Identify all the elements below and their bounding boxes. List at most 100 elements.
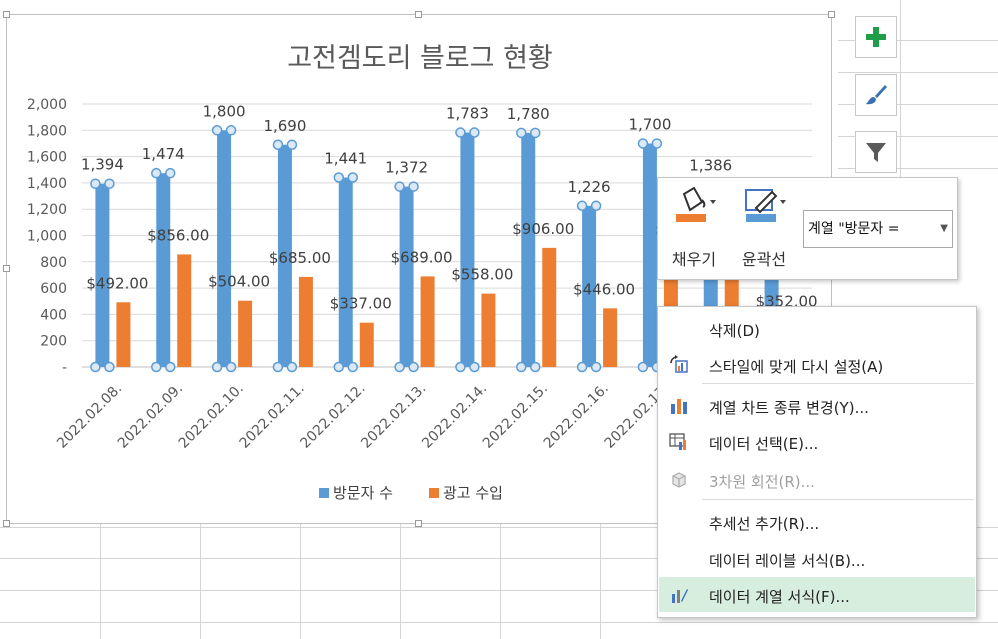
y-tick-label: 1,600	[27, 150, 67, 166]
selection-handle	[637, 138, 649, 149]
selection-handle	[455, 127, 466, 138]
menu-item-delete[interactable]: 삭제(D)	[709, 322, 760, 340]
chart-elements-button[interactable]	[855, 16, 897, 58]
data-label-ad-revenue: $446.00	[573, 280, 635, 298]
bar-visitors	[521, 132, 536, 367]
bar-visitors	[338, 177, 353, 367]
y-tick-label: 1,400	[27, 176, 67, 192]
selection-handle	[394, 181, 405, 192]
menu-item-3d-rotation: 3차원 회전(R)...	[659, 462, 975, 497]
bar-ad-revenue	[359, 322, 374, 367]
selection-handle	[408, 181, 419, 192]
y-tick-label: 1,000	[27, 229, 67, 245]
chart-area[interactable]: 고전겜도리 블로그 현황 - 200 400 600 800 1,000 1,200 1,400…	[6, 14, 832, 524]
data-label-ad-revenue: $504.00	[208, 273, 270, 291]
menu-item-format-data-series[interactable]: 데이터 계열 서식(F)...	[659, 577, 975, 612]
chart-styles-button[interactable]	[855, 74, 897, 116]
selection-handle	[516, 361, 527, 373]
chart-title: 고전겜도리 블로그 현황	[287, 43, 553, 74]
reset-style-icon	[670, 355, 688, 373]
selection-handle	[225, 125, 237, 136]
bar-ad-revenue	[298, 276, 313, 367]
data-label-visitors: 1,690	[263, 117, 306, 135]
bar-visitors	[399, 186, 414, 367]
data-label-visitors: 1,226	[568, 178, 611, 196]
fill-button[interactable]: 채우기	[664, 186, 724, 274]
menu-item-reset-style[interactable]: 스타일에 맞게 다시 설정(A)	[659, 347, 975, 382]
selection-handle	[151, 361, 162, 373]
resize-handle[interactable]	[415, 11, 422, 18]
selection-handle	[272, 139, 284, 151]
y-tick-label: 400	[40, 307, 67, 323]
selection-handle	[104, 361, 115, 373]
menu-item-add-trendline[interactable]: 추세선 추가(R)...	[709, 515, 820, 533]
bar-visitors	[642, 143, 657, 367]
selection-handle	[590, 200, 602, 212]
selection-handle	[165, 361, 176, 373]
bar-ad-revenue	[481, 293, 496, 367]
selection-handle	[347, 172, 358, 183]
menu-item-change-chart-type[interactable]: 계열 차트 종류 변경(Y)...	[659, 388, 975, 423]
column-chart[interactable]: 고전겜도리 블로그 현황 - 200 400 600 800 1,000 1,200 1,400…	[7, 15, 833, 525]
plus-icon	[866, 27, 886, 47]
selection-handle	[90, 178, 101, 189]
y-tick-label: 1,800	[27, 123, 67, 139]
chart-filters-button[interactable]	[855, 131, 897, 173]
series-selector-value: 계열 "방문자 =	[808, 221, 900, 237]
bar-visitors	[95, 183, 110, 367]
selection-handle	[590, 361, 602, 373]
selection-handle	[347, 361, 358, 373]
format-series-icon	[672, 589, 688, 603]
selection-handle	[576, 200, 588, 212]
data-label-visitors: 1,386	[689, 157, 732, 175]
data-label-visitors: 1,700	[628, 115, 671, 133]
data-label-visitors: 1,783	[446, 105, 489, 123]
data-label-visitors: 1,780	[507, 105, 550, 123]
bar-ad-revenue	[238, 300, 253, 367]
chevron-down-icon: ▼	[940, 223, 948, 234]
menu-item-format-data-labels[interactable]: 데이터 레이블 서식(B)...	[709, 552, 866, 570]
fill-label: 채우기	[671, 250, 717, 269]
legend-label: 광고 수입	[443, 484, 503, 502]
rotate-3d-icon	[672, 472, 686, 488]
resize-handle[interactable]	[3, 11, 10, 18]
selection-handle	[469, 361, 480, 373]
selection-handle	[530, 361, 541, 373]
chart-type-icon	[671, 399, 687, 414]
bar-visitors	[582, 205, 597, 367]
selection-handle	[211, 361, 223, 373]
data-label-ad-revenue: $689.00	[391, 248, 453, 266]
bar-ad-revenue	[177, 254, 192, 367]
data-label-ad-revenue: $856.00	[147, 226, 209, 244]
outline-button[interactable]: 윤곽선	[734, 186, 794, 274]
resize-handle[interactable]	[3, 520, 10, 527]
selection-handle	[104, 178, 115, 189]
selection-handle	[469, 127, 480, 138]
filter-icon	[866, 143, 886, 162]
data-label-visitors: 1,474	[142, 145, 185, 163]
selection-handle	[286, 139, 298, 151]
legend-swatch	[429, 488, 439, 498]
resize-handle[interactable]	[828, 11, 835, 18]
menu-separator	[702, 383, 974, 384]
resize-handle[interactable]	[3, 265, 10, 272]
select-data-icon	[669, 433, 686, 450]
mini-toolbar: 채우기 윤곽선 계열 "방문자 = ▼	[657, 177, 958, 280]
data-label-ad-revenue: $685.00	[269, 249, 331, 267]
bar-ad-revenue	[542, 247, 557, 367]
outline-label: 윤곽선	[741, 250, 787, 269]
bar-ad-revenue	[420, 276, 435, 367]
selection-handle	[225, 361, 237, 373]
data-label-visitors: 1,372	[385, 159, 428, 177]
menu-item-select-data[interactable]: 데이터 선택(E)...	[659, 424, 975, 459]
data-label-visitors: 1,800	[203, 102, 246, 120]
bar-ad-revenue	[116, 302, 131, 367]
resize-handle[interactable]	[415, 520, 422, 527]
selection-handle	[455, 361, 466, 373]
outline-pen-icon	[745, 189, 786, 222]
y-tick-label: 800	[40, 255, 67, 271]
selection-handle	[151, 167, 162, 179]
context-menu: 삭제(D) 스타일에 맞게 다시 설정(A) 계열 차트 종류 변경(Y)...…	[657, 306, 977, 618]
series-selector[interactable]: 계열 "방문자 = ▼	[803, 210, 953, 248]
selection-handle	[516, 127, 527, 139]
